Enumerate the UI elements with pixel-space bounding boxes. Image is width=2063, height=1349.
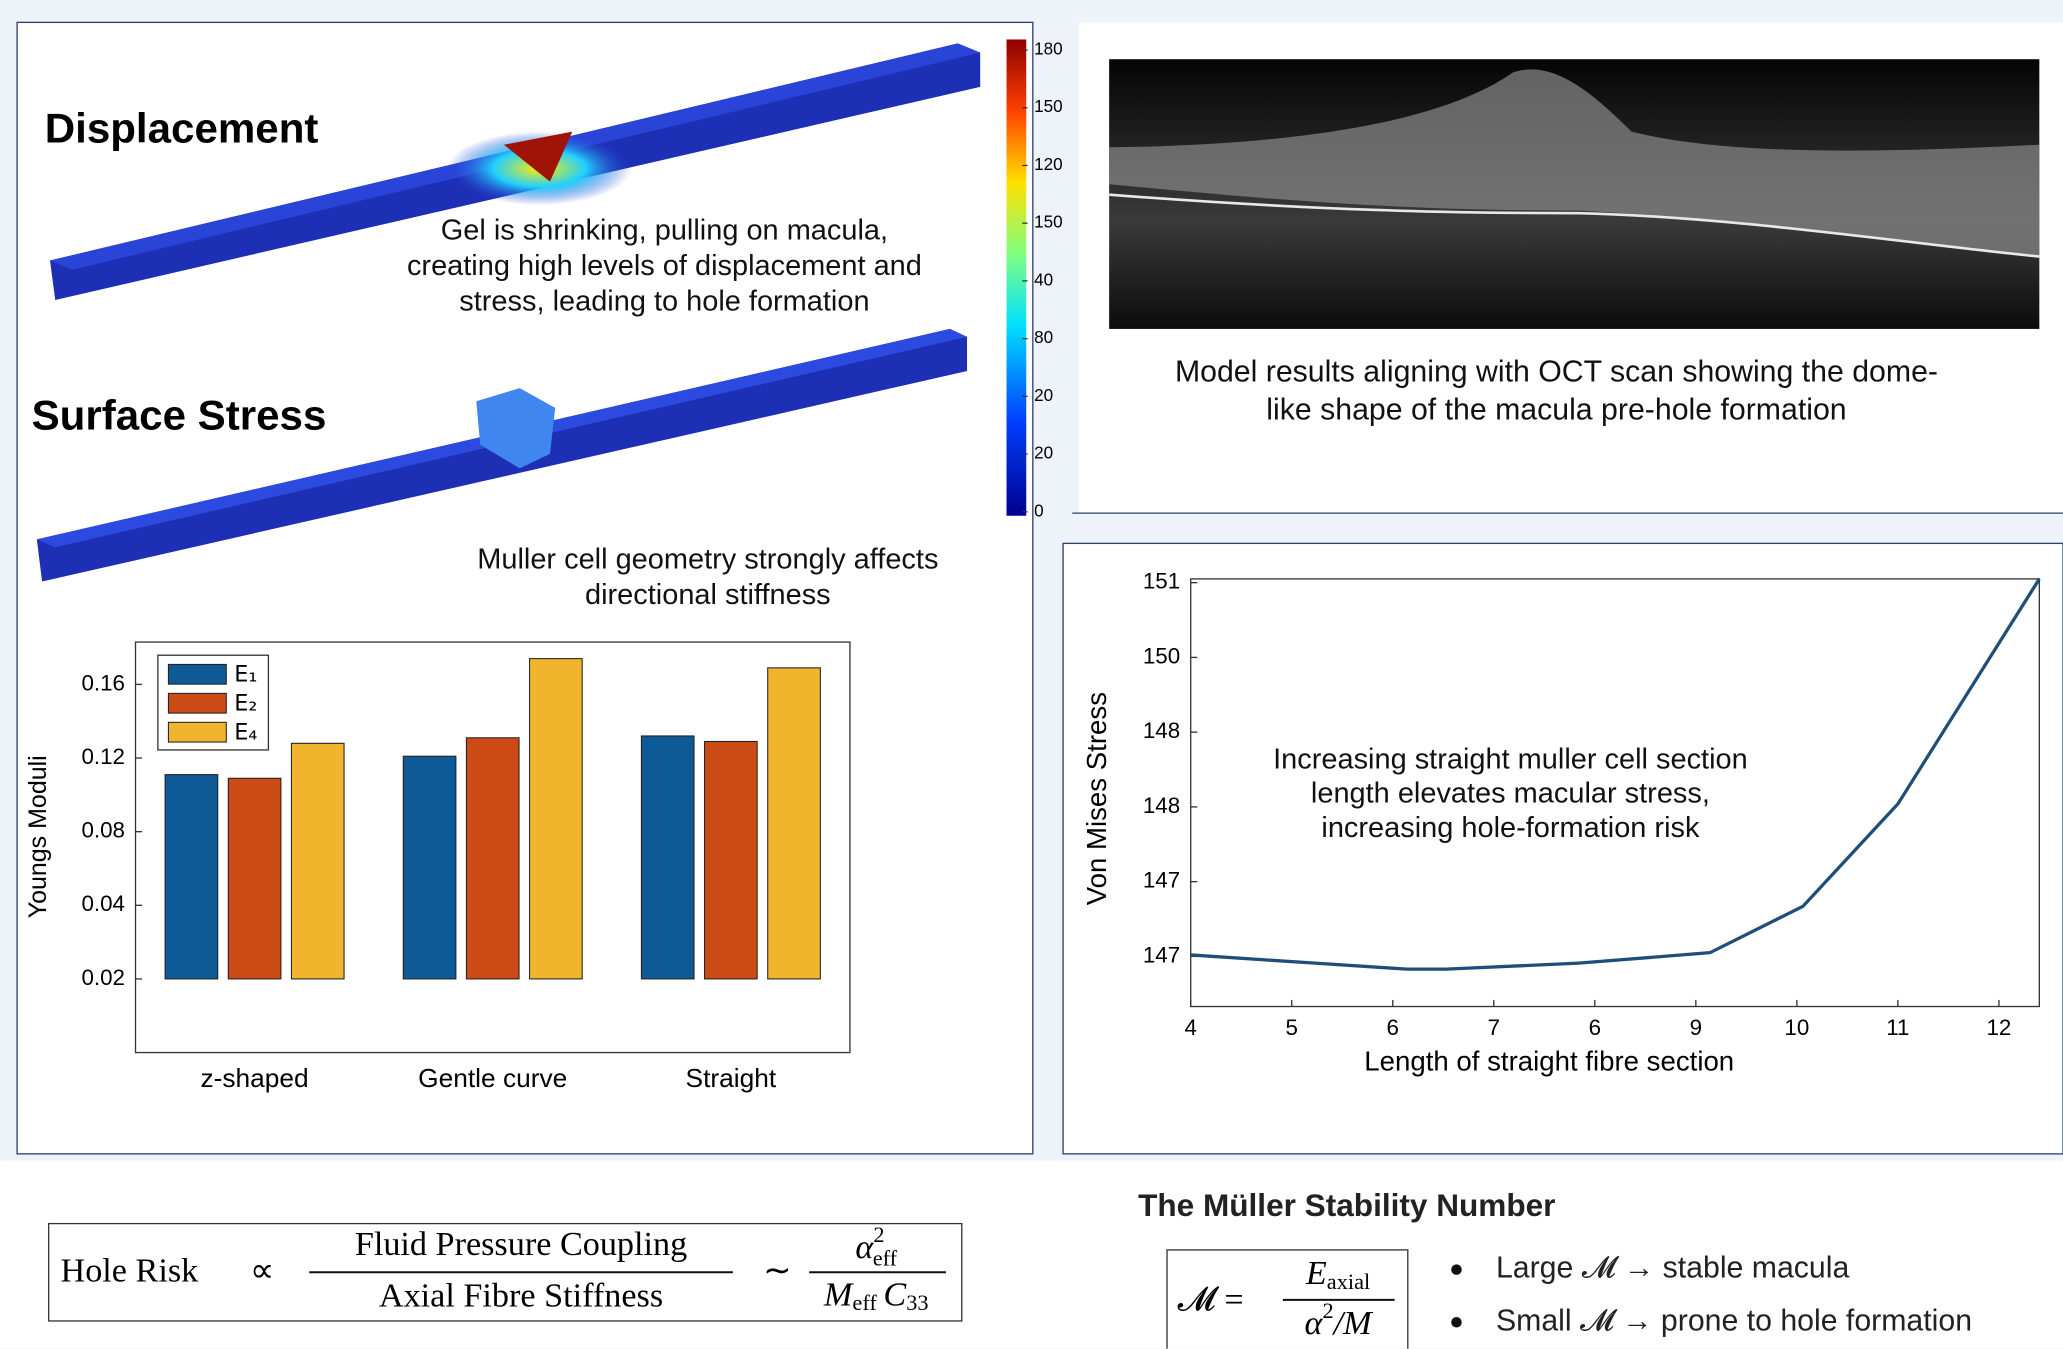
formula-text: Hole Risk	[61, 1252, 200, 1289]
colorbar-label: 80	[1034, 328, 1053, 347]
sim-caption: Gel is shrinking, pulling on macula, cre…	[395, 212, 934, 319]
sim-title: Surface Stress	[32, 392, 327, 439]
page: Displacement Surface Stress 180150120150…	[0, 0, 2063, 1348]
colorbar-label: 20	[1034, 386, 1053, 405]
formula-part: eff	[852, 1290, 877, 1315]
colorbar-label: 40	[1034, 270, 1053, 289]
oct-caption: Model results aligning with OCT scan sho…	[1158, 353, 1955, 429]
y-tick-label: 0.02	[81, 965, 125, 990]
legend-label: E₄	[234, 719, 257, 745]
bar	[530, 659, 583, 979]
legend-label: E₁	[234, 661, 257, 687]
colorbar-label: 0	[1034, 501, 1044, 520]
formula-part: /M	[1332, 1305, 1374, 1342]
y-axis-label: Von Mises Stress	[1081, 692, 1112, 905]
formula-part: 33	[906, 1290, 928, 1315]
y-axis-label: Youngs Moduli	[24, 755, 52, 918]
formula-part: 2	[1322, 1298, 1333, 1323]
bullet	[1451, 1264, 1462, 1275]
colorbar-label: 180	[1034, 40, 1063, 59]
colorbar	[1007, 39, 1027, 515]
bar	[466, 738, 519, 979]
legend-swatch	[168, 722, 226, 742]
bar	[165, 775, 218, 979]
legend-swatch	[168, 664, 226, 684]
x-tick-label: 10	[1784, 1015, 1809, 1040]
formula-part: M	[823, 1276, 855, 1313]
x-tick-label: 12	[1986, 1015, 2011, 1040]
formula-part: axial	[1327, 1269, 1370, 1294]
y-tick-label: 150	[1143, 643, 1180, 668]
formula-part: E	[1305, 1255, 1327, 1292]
x-tick-label: 9	[1690, 1015, 1702, 1040]
formula-part: C	[883, 1276, 907, 1313]
colorbar-label: 150	[1034, 213, 1063, 232]
x-tick-label: Gentle curve	[418, 1063, 567, 1093]
x-axis-label: Length of straight fibre section	[1364, 1045, 1734, 1076]
bar	[228, 778, 281, 979]
line-annotation: Increasing straight muller cell section …	[1260, 742, 1760, 845]
y-tick-label: 0.04	[81, 891, 125, 916]
y-tick-label: 147	[1143, 868, 1180, 893]
formula-text: ∼	[763, 1252, 792, 1289]
sim-title: Displacement	[45, 105, 319, 152]
formula-text: α2/M	[1305, 1298, 1375, 1342]
bullet-text: Large 𝓜 → stable macula	[1496, 1252, 1850, 1285]
x-tick-label: 5	[1286, 1015, 1298, 1040]
formula-text: ∝	[250, 1252, 274, 1289]
x-tick-label: 6	[1589, 1015, 1601, 1040]
legend-label: E₂	[234, 690, 257, 716]
poster: Displacement Surface Stress 180150120150…	[0, 0, 2063, 1349]
x-tick-label: 4	[1184, 1015, 1196, 1040]
x-tick-label: z-shaped	[200, 1063, 308, 1093]
colorbar-label: 20	[1034, 444, 1053, 463]
x-tick-label: Straight	[686, 1063, 777, 1093]
formula-part: 2	[873, 1222, 884, 1247]
bar-title: Muller cell geometry strongly affects di…	[471, 541, 945, 612]
y-tick-label: 148	[1143, 718, 1180, 743]
canvas: Displacement Surface Stress 180150120150…	[0, 0, 2063, 1349]
colorbar-label: 120	[1034, 155, 1063, 174]
formula-text: 𝓜 =	[1178, 1281, 1244, 1318]
x-tick-label: 6	[1387, 1015, 1399, 1040]
y-tick-label: 0.08	[81, 818, 125, 843]
formula-part: α	[855, 1229, 874, 1266]
y-tick-label: 0.16	[81, 670, 125, 695]
formula-text: Fluid Pressure Coupling	[355, 1226, 687, 1263]
bar	[403, 756, 456, 979]
legend-swatch	[168, 693, 226, 713]
formula-part: eff	[873, 1246, 898, 1271]
bar	[641, 736, 694, 979]
colorbar-label: 150	[1034, 97, 1063, 116]
bullet	[1451, 1317, 1462, 1328]
y-tick-label: 151	[1143, 569, 1180, 594]
x-tick-label: 11	[1886, 1015, 1909, 1040]
y-tick-label: 0.12	[81, 744, 125, 769]
y-tick-label: 148	[1143, 793, 1180, 818]
bullet-text: Small 𝓜 → prone to hole formation	[1496, 1304, 1972, 1337]
bar	[768, 668, 821, 979]
y-tick-label: 147	[1143, 942, 1180, 967]
formula-text: Axial Fibre Stiffness	[379, 1277, 663, 1314]
formula-part: α	[1305, 1305, 1324, 1342]
bar	[705, 741, 758, 978]
bar	[291, 743, 344, 979]
x-tick-label: 7	[1488, 1015, 1500, 1040]
stability-heading: The Müller Stability Number	[1138, 1187, 1555, 1223]
